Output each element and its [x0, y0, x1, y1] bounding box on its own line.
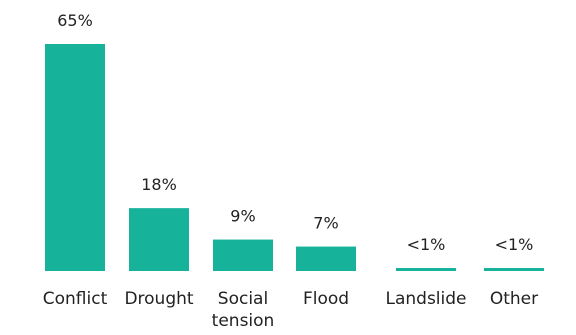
category-label-line: Other	[490, 289, 538, 309]
category-label-line: tension	[212, 311, 275, 331]
value-label: 9%	[230, 207, 255, 226]
value-label: 65%	[57, 11, 93, 30]
category-label-line: Drought	[124, 289, 193, 309]
category-label: Conflict	[43, 289, 108, 309]
category-label-line: Landslide	[385, 289, 466, 309]
bar-social-tension	[213, 239, 273, 271]
value-label: 7%	[313, 214, 338, 233]
bar-drought	[129, 208, 189, 271]
category-label: Other	[490, 289, 538, 309]
category-label: Flood	[303, 289, 349, 309]
value-label: 18%	[141, 175, 177, 194]
bar-flood	[296, 246, 356, 271]
bar-landslide	[396, 268, 456, 271]
bar-conflict	[45, 44, 105, 271]
category-label: Landslide	[385, 289, 466, 309]
bar-other	[484, 268, 544, 271]
category-label: Drought	[124, 289, 193, 309]
category-label-line: Flood	[303, 289, 349, 309]
category-label-line: Social	[218, 289, 268, 309]
value-label: <1%	[495, 235, 534, 254]
category-label-line: Conflict	[43, 289, 108, 309]
value-label: <1%	[407, 235, 446, 254]
category-label: Social tension	[212, 289, 275, 331]
